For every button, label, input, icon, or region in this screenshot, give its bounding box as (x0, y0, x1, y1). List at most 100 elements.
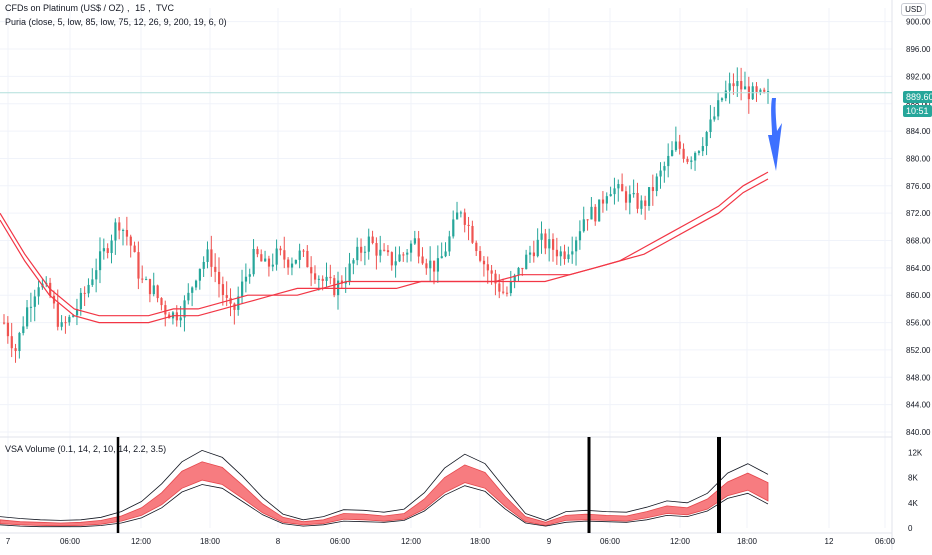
candle-body (137, 252, 140, 279)
candle-body (367, 236, 370, 252)
candle-body (429, 260, 432, 269)
candle-body (448, 236, 451, 252)
candle-body (767, 91, 770, 93)
candle-body (26, 307, 29, 327)
candle-body (233, 303, 236, 310)
x-tick-label: 12:00 (131, 537, 152, 546)
source-label: TVC (155, 3, 174, 13)
candle-body (6, 322, 10, 337)
candle-body (663, 166, 666, 171)
candle-body (552, 239, 555, 250)
moving-average-slow-line (0, 178, 769, 324)
candle-body (536, 239, 539, 257)
candle-body (417, 238, 420, 257)
candle-body (256, 248, 259, 255)
candle-body (64, 322, 67, 324)
candle-body (98, 251, 102, 271)
candle-body (22, 326, 25, 334)
candle-body (732, 83, 735, 87)
currency-label[interactable]: USD (901, 3, 926, 16)
candle-body (559, 251, 562, 257)
candle-body (444, 251, 447, 257)
candle-body (540, 233, 543, 240)
candle-body (613, 188, 616, 195)
candle-body (386, 250, 390, 253)
candle-body (409, 243, 413, 253)
candle-body (690, 160, 693, 162)
candle-body (110, 240, 113, 254)
candle-body (294, 259, 297, 264)
candle-body (494, 273, 497, 284)
candle-body (267, 258, 271, 267)
candle-body (237, 296, 240, 310)
candle-body (763, 89, 766, 92)
candle-body (452, 219, 455, 237)
candle-body (363, 251, 367, 253)
candle-body (513, 275, 516, 282)
candle-body (667, 155, 670, 167)
candle-body (225, 295, 228, 298)
volume-legend[interactable]: VSA Volume (0.1, 14, 2, 10, 14, 2.2, 3.5… (5, 444, 169, 454)
candle-body (152, 285, 155, 295)
main-legend[interactable]: CFDs on Platinum (US$ / OZ), 15, TVC (5, 3, 174, 13)
candle-body (601, 199, 605, 204)
candle-body (356, 246, 359, 261)
candle-body (302, 250, 305, 252)
candle-body (229, 297, 232, 304)
volume-band-area (0, 461, 769, 527)
candle-body (490, 270, 493, 274)
candle-body (210, 249, 213, 267)
y-tick-label: 872.00 (906, 209, 931, 218)
y-tick-label: 892.00 (906, 72, 931, 81)
candle-body (398, 254, 401, 262)
candle-body (298, 250, 301, 260)
y-tick-label: 844.00 (906, 401, 931, 410)
last-price-badge: 889.60 (903, 91, 932, 103)
candle-body (413, 238, 416, 244)
x-tick-label: 12:00 (670, 537, 691, 546)
candle-body (544, 233, 547, 249)
candle-body (352, 260, 355, 264)
candle-body (3, 322, 6, 324)
candle-body (114, 222, 117, 241)
candle-body (532, 252, 536, 257)
volume-y-tick-label: 4K (908, 499, 918, 508)
candle-body (647, 187, 651, 206)
candle-body (717, 100, 720, 117)
candle-body (379, 249, 382, 256)
candle-body (329, 276, 332, 279)
candle-body (709, 119, 712, 133)
indicator-legend[interactable]: Puria (close, 5, low, 85, low, 75, 12, 2… (5, 17, 230, 27)
candle-body (713, 116, 716, 120)
candle-body (241, 281, 244, 297)
candle-body (202, 261, 205, 269)
candle-body (406, 252, 409, 255)
candle-body (87, 284, 90, 294)
volume-y-tick-label: 0 (908, 524, 913, 533)
candle-body (563, 251, 566, 260)
candle-body (264, 258, 267, 262)
candle-body (175, 312, 178, 321)
candle-body (471, 225, 474, 243)
candle-body (122, 229, 125, 231)
y-tick-label: 880.00 (906, 154, 931, 163)
moving-average-fast-line (0, 171, 769, 317)
candle-body (371, 236, 374, 244)
candle-body (521, 267, 524, 270)
candle-body (79, 292, 82, 310)
volume-upper-line (0, 449, 769, 521)
candle-body (148, 279, 152, 295)
candle-body (525, 254, 528, 270)
candle-body (306, 250, 309, 268)
candle-body (594, 206, 597, 222)
candle-body (755, 86, 758, 92)
candle-body (582, 219, 585, 232)
candle-body (425, 263, 428, 269)
y-tick-label: 848.00 (906, 373, 931, 382)
candle-body (125, 229, 129, 237)
candle-body (467, 224, 470, 226)
candle-body (728, 83, 731, 91)
candle-body (759, 89, 762, 92)
candle-body (194, 280, 198, 288)
candle-body (68, 316, 71, 323)
